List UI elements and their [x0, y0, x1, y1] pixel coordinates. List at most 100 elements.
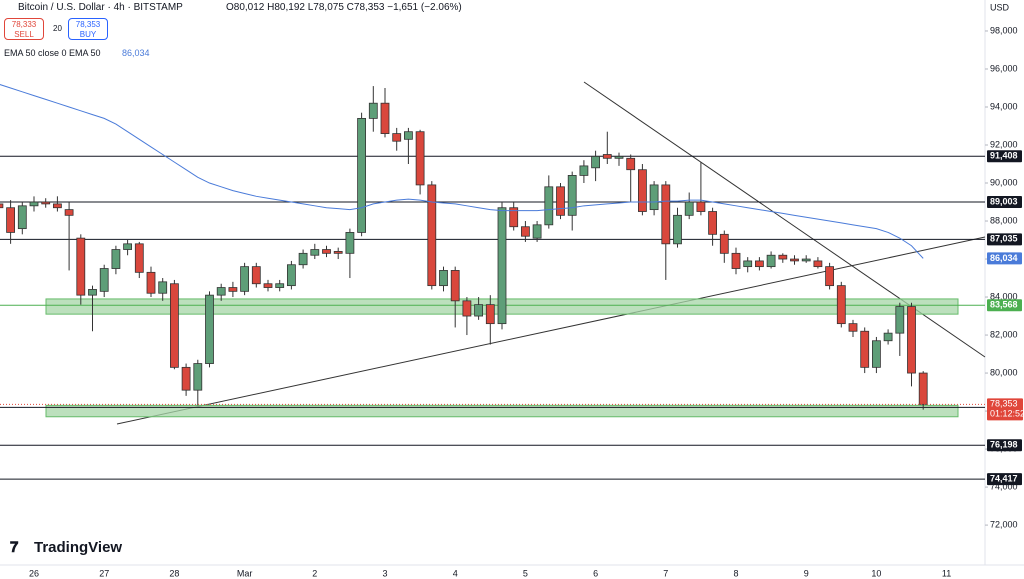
y-tick-label: 94,000 [990, 101, 1018, 111]
candle-body [626, 157, 636, 171]
x-tick-label: 8 [733, 568, 738, 578]
candle-body [88, 289, 97, 296]
candle-body [134, 243, 144, 273]
candle-body [813, 260, 823, 268]
candle-body [298, 252, 308, 266]
sell-button[interactable]: 78,333 SELL [4, 18, 44, 40]
candle-body [731, 252, 741, 269]
candle-body [111, 249, 121, 269]
candle-body [240, 266, 250, 292]
candle-body [521, 226, 530, 237]
y-tick-label: 98,000 [990, 25, 1018, 35]
x-tick-label: 6 [593, 568, 598, 578]
candle-body [76, 237, 86, 296]
candle-body [567, 175, 577, 216]
candle-body [661, 184, 671, 245]
candle-body [439, 270, 448, 287]
candle-body [275, 283, 285, 288]
candle-body [53, 203, 62, 209]
candle-body [602, 154, 612, 159]
candle-body [216, 287, 226, 296]
level-label: 86,034 [990, 253, 1018, 263]
candle-body [743, 260, 753, 268]
candle-body [719, 233, 729, 254]
candle-body [263, 283, 273, 288]
indicator-value: 86,034 [122, 48, 150, 58]
x-tick-label: 9 [804, 568, 809, 578]
candle-body [380, 102, 390, 135]
candle-body [123, 243, 132, 250]
x-tick-label: 5 [523, 568, 528, 578]
candle-body [684, 201, 694, 216]
buy-price: 78,353 [75, 20, 101, 29]
candle-body [509, 207, 519, 228]
candle-body [41, 201, 51, 205]
candle-body [17, 205, 27, 230]
candle-body [228, 287, 238, 292]
candle-body [0, 203, 4, 209]
candle-body [6, 207, 15, 233]
level-label: 83,568 [990, 300, 1018, 310]
level-tag [987, 439, 1022, 452]
candle-body [193, 363, 203, 391]
candle-body [403, 131, 413, 140]
candle-body [638, 169, 647, 212]
trend-line [583, 81, 986, 358]
candle-body [872, 340, 881, 368]
y-tick-label: 74,000 [990, 481, 1018, 491]
candle-body [29, 201, 39, 207]
candle-body [778, 254, 788, 260]
candle-body [286, 264, 296, 287]
candle-body [368, 102, 378, 119]
buy-label: BUY [79, 30, 97, 39]
candle-body [649, 184, 659, 211]
candle-body [169, 283, 179, 368]
candle-body [532, 224, 542, 239]
x-tick-label: 2 [312, 568, 317, 578]
candle-body [801, 258, 811, 262]
candle-body [579, 165, 589, 176]
candle-body [836, 285, 846, 325]
y-tick-label: 80,000 [990, 367, 1018, 377]
y-tick-label: 96,000 [990, 63, 1018, 73]
candle-body [485, 304, 495, 325]
candle-body [450, 270, 460, 302]
trend-line [116, 236, 986, 425]
candle-body [614, 156, 624, 159]
support-zone [45, 404, 959, 418]
buy-button[interactable]: 78,353 BUY [68, 18, 108, 40]
indicator-name[interactable]: EMA 50 close 0 EMA 50 [4, 48, 101, 58]
candle-body [766, 254, 776, 268]
candle-body [556, 186, 565, 216]
x-tick-label: 27 [99, 568, 109, 578]
candle-body [755, 260, 764, 268]
y-tick-label: 72,000 [990, 519, 1018, 529]
candle-body [696, 201, 706, 212]
candle-body [673, 214, 682, 245]
last-price-label: 78,353 [990, 399, 1018, 409]
sell-price: 78,333 [11, 20, 37, 29]
level-label: 89,003 [990, 196, 1018, 206]
candle-body [497, 207, 507, 325]
candle-body [860, 330, 870, 368]
y-tick-label: 84,000 [990, 291, 1018, 301]
brand: TradingView [34, 539, 122, 556]
ohlc-summary: O80,012 H80,192 L78,075 C78,353 −1,651 (… [226, 2, 462, 13]
y-tick-label: 82,000 [990, 329, 1018, 339]
spread: 20 [53, 24, 62, 33]
candle-body [333, 251, 343, 254]
candle-body [99, 268, 109, 292]
candle-body [918, 372, 928, 405]
x-tick-label: Mar [237, 568, 253, 578]
level-tag [987, 252, 1022, 265]
y-tick-label: 90,000 [990, 177, 1018, 187]
sell-label: SELL [14, 30, 34, 39]
level-label: 91,408 [990, 151, 1018, 161]
candle-body [474, 304, 484, 317]
candle-body [591, 156, 600, 169]
y-tick-label: 92,000 [990, 139, 1018, 149]
countdown: 01:12:52 [990, 409, 1024, 419]
candle-body [251, 266, 261, 285]
